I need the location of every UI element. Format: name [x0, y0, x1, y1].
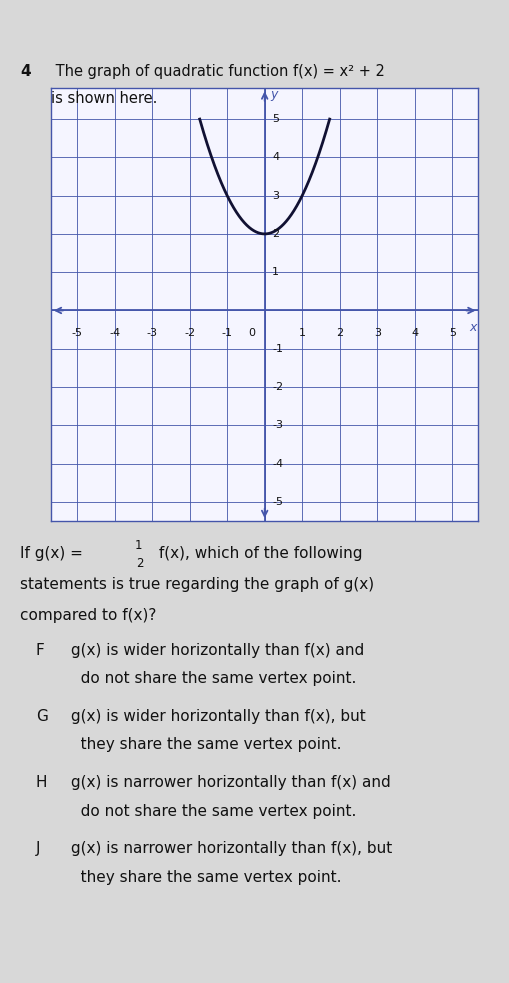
- Text: g(x) is narrower horizontally than f(x), but: g(x) is narrower horizontally than f(x),…: [66, 841, 392, 856]
- Text: -2: -2: [272, 382, 284, 392]
- Text: they share the same vertex point.: they share the same vertex point.: [66, 737, 342, 752]
- Text: 1: 1: [135, 539, 143, 551]
- Text: 3: 3: [374, 327, 381, 338]
- Text: 1: 1: [299, 327, 306, 338]
- Text: compared to f(x)?: compared to f(x)?: [20, 608, 157, 623]
- Text: they share the same vertex point.: they share the same vertex point.: [66, 870, 342, 885]
- Text: 1: 1: [272, 267, 279, 277]
- Text: g(x) is wider horizontally than f(x) and: g(x) is wider horizontally than f(x) and: [66, 643, 364, 658]
- Text: x: x: [469, 321, 476, 334]
- Text: 4: 4: [272, 152, 279, 162]
- Text: J: J: [36, 841, 40, 856]
- Text: -4: -4: [272, 459, 284, 469]
- Text: F: F: [36, 643, 44, 658]
- Text: 2: 2: [136, 557, 144, 570]
- Text: The graph of quadratic function f(x) = x² + 2: The graph of quadratic function f(x) = x…: [51, 64, 385, 79]
- Text: 2: 2: [336, 327, 343, 338]
- Text: g(x) is narrower horizontally than f(x) and: g(x) is narrower horizontally than f(x) …: [66, 776, 391, 790]
- Text: y: y: [270, 87, 278, 100]
- Text: 0: 0: [248, 327, 256, 338]
- Text: 3: 3: [272, 191, 279, 201]
- Text: 2: 2: [272, 229, 279, 239]
- Text: If g(x) =: If g(x) =: [20, 546, 88, 560]
- Text: do not share the same vertex point.: do not share the same vertex point.: [66, 803, 356, 819]
- Text: statements is true regarding the graph of g(x): statements is true regarding the graph o…: [20, 577, 375, 592]
- Text: -1: -1: [272, 344, 283, 354]
- Text: H: H: [36, 776, 47, 790]
- Text: -3: -3: [272, 421, 283, 431]
- Text: -1: -1: [222, 327, 233, 338]
- Text: 4: 4: [20, 64, 31, 79]
- Text: 5: 5: [449, 327, 456, 338]
- Text: is shown here.: is shown here.: [51, 91, 157, 106]
- Text: -5: -5: [72, 327, 82, 338]
- Text: -3: -3: [147, 327, 158, 338]
- Text: do not share the same vertex point.: do not share the same vertex point.: [66, 671, 356, 686]
- Text: -5: -5: [272, 496, 283, 507]
- Text: 5: 5: [272, 114, 279, 124]
- Text: 4: 4: [411, 327, 418, 338]
- Text: -2: -2: [184, 327, 195, 338]
- Text: f(x), which of the following: f(x), which of the following: [154, 546, 363, 560]
- Text: -4: -4: [109, 327, 120, 338]
- Text: G: G: [36, 709, 47, 724]
- Text: g(x) is wider horizontally than f(x), but: g(x) is wider horizontally than f(x), bu…: [66, 709, 366, 724]
